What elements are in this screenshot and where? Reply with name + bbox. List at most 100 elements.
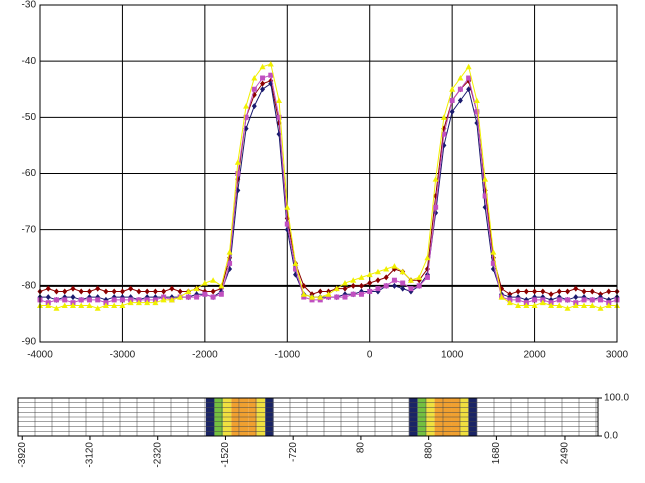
x-tick-label: -2320 — [152, 442, 163, 468]
marker — [391, 263, 398, 269]
marker — [589, 297, 595, 303]
marker — [62, 288, 68, 295]
plot-frame — [39, 4, 618, 343]
marker — [506, 299, 513, 306]
marker — [234, 159, 241, 165]
marker — [301, 282, 307, 289]
marker — [606, 288, 612, 295]
marker — [556, 288, 562, 295]
marker — [95, 297, 101, 303]
marker — [95, 285, 101, 292]
marker — [251, 86, 257, 92]
marker — [490, 260, 496, 266]
marker — [358, 282, 364, 289]
y-tick-label: -70 — [22, 224, 37, 235]
marker — [342, 294, 348, 300]
marker — [201, 280, 208, 286]
marker — [210, 277, 217, 283]
x-tick-label: -3920 — [17, 442, 28, 468]
marker — [383, 283, 389, 289]
marker — [573, 285, 579, 292]
marker — [466, 75, 472, 81]
marker — [581, 288, 587, 295]
marker — [333, 285, 340, 292]
y-tick-label: -30 — [22, 0, 37, 11]
marker — [218, 282, 225, 289]
marker — [515, 288, 521, 295]
y-tick-label: 0.0 — [604, 431, 618, 442]
marker — [169, 285, 175, 292]
marker — [210, 288, 216, 295]
x-tick-label: 880 — [423, 442, 434, 459]
marker — [473, 97, 480, 103]
y-tick-label: -40 — [22, 56, 37, 67]
marker — [498, 294, 505, 300]
marker — [251, 75, 258, 81]
marker — [144, 299, 151, 306]
marker — [70, 285, 76, 292]
marker — [400, 280, 406, 286]
marker — [284, 221, 290, 227]
marker — [276, 97, 283, 103]
marker — [185, 288, 192, 294]
marker — [78, 297, 84, 303]
marker — [532, 297, 538, 303]
x-tick-label: 80 — [356, 442, 367, 454]
marker — [86, 297, 92, 303]
marker — [194, 294, 200, 300]
marker — [135, 299, 142, 306]
marker — [309, 294, 316, 300]
marker — [573, 294, 579, 301]
marker — [531, 302, 538, 308]
marker — [399, 268, 406, 275]
marker — [449, 108, 455, 115]
x-tick-label: 3000 — [606, 350, 629, 361]
x-tick-label: -3000 — [110, 350, 136, 361]
marker — [119, 302, 126, 308]
x-tick-label: -4000 — [27, 350, 53, 361]
marker — [292, 260, 299, 266]
marker — [581, 297, 587, 303]
marker — [251, 103, 257, 110]
marker — [556, 297, 562, 303]
x-tick-label: -1000 — [274, 350, 300, 361]
x-tick-label: 2490 — [560, 442, 571, 465]
marker — [466, 86, 472, 93]
marker — [490, 249, 497, 255]
marker — [111, 302, 118, 308]
x-tick-label: 1680 — [491, 442, 502, 465]
x-tick-label: -720 — [288, 442, 299, 462]
marker — [383, 265, 390, 272]
marker — [152, 299, 159, 306]
marker — [78, 288, 84, 295]
marker — [317, 288, 323, 295]
marker — [177, 288, 183, 295]
marker — [449, 97, 455, 103]
marker — [243, 114, 249, 120]
marker — [276, 114, 282, 120]
marker — [144, 288, 150, 295]
marker — [350, 282, 356, 289]
marker — [523, 288, 529, 295]
marker — [400, 285, 406, 292]
marker — [350, 291, 356, 297]
marker — [119, 288, 125, 295]
marker — [482, 193, 488, 199]
marker — [86, 288, 92, 295]
marker — [325, 291, 332, 297]
x-tick-label: -1520 — [220, 442, 231, 468]
marker — [127, 299, 134, 306]
marker — [45, 302, 52, 308]
marker — [136, 288, 142, 295]
marker — [317, 297, 323, 303]
marker — [62, 297, 68, 303]
marker — [235, 171, 241, 176]
marker — [301, 294, 307, 300]
marker — [540, 288, 546, 295]
marker — [565, 297, 571, 303]
marker — [572, 302, 579, 308]
marker — [260, 80, 266, 87]
marker — [341, 280, 348, 286]
marker — [300, 291, 307, 297]
marker — [465, 63, 472, 70]
